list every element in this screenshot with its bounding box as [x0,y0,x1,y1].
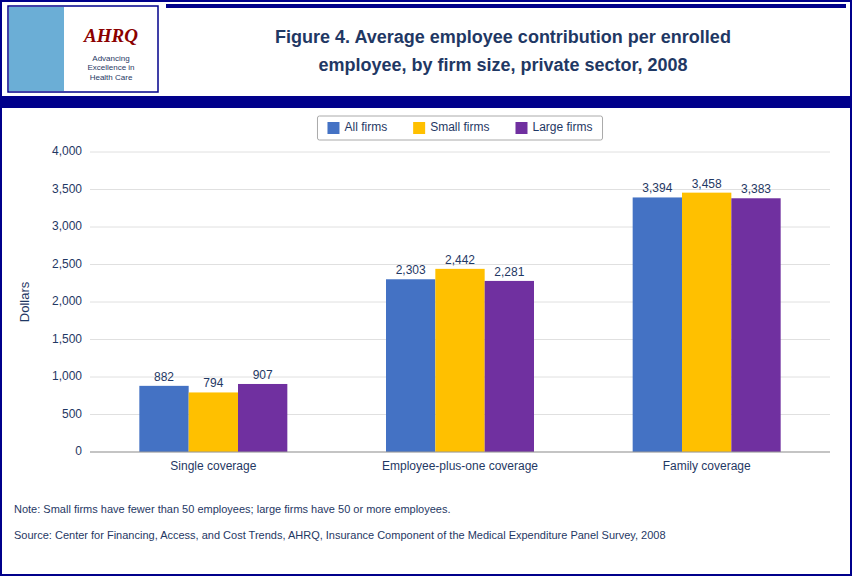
grid-line [90,452,830,453]
y-tick-label: 2,000 [52,294,82,308]
y-tick-label: 1,000 [52,369,82,383]
logo-box [8,6,158,92]
y-tick-label: 3,000 [52,219,82,233]
x-tick-label: Employee-plus-one coverage [382,459,538,473]
note: Source: Center for Financing, Access, an… [14,529,666,541]
bar [682,193,731,452]
data-label: 3,383 [741,182,771,196]
data-label: 2,442 [445,253,475,267]
chart-canvas: AHRQ AdvancingExcellence inHealth Care Fig… [0,0,852,576]
bars [139,193,780,452]
title: Figure 4. Average employee contribution … [275,27,731,75]
logo-text: AHRQ [83,25,138,46]
legend-swatch [413,122,425,134]
legend-label: All firms [344,120,387,134]
bar [731,198,780,452]
y-tick-label: 2,500 [52,257,82,271]
y-tick-label: 500 [62,407,82,421]
data-label: 794 [203,376,223,390]
legend-label: Large firms [532,120,592,134]
bar [633,197,682,452]
y-tick-label: 0 [75,444,82,458]
data-label: 882 [154,370,174,384]
logo-tagline: AdvancingExcellence inHealth Care [87,54,134,82]
data-label: 2,281 [494,265,524,279]
bar [386,279,435,452]
x-axis-line [90,452,830,453]
bar [435,269,484,452]
outer-border [1,1,851,575]
bar [485,281,534,452]
bar [189,392,238,452]
data-label: 3,458 [692,177,722,191]
y-axis-label: Dollars [17,281,32,322]
text-line: Figure 4. Average employee contribution … [275,27,731,47]
bar [238,384,287,452]
legend-frame [317,116,602,140]
logo-emblem [9,7,64,91]
header-rule [166,4,846,8]
background [0,0,852,576]
text-line: Health Care [90,73,133,82]
x-tick-label: Family coverage [663,459,751,473]
text-line: employee, by firm size, private sector, … [318,55,687,75]
bar [139,386,188,452]
data-label: 3,394 [642,181,672,195]
y-tick-label: 4,000 [52,144,82,158]
grid-line [90,152,830,153]
legend-swatch [515,122,527,134]
legend-swatch [327,122,339,134]
data-label: 907 [253,368,273,382]
note: Note: Small firms have fewer than 50 emp… [14,503,451,515]
y-tick-label: 1,500 [52,332,82,346]
legend-label: Small firms [430,120,489,134]
header-separator [0,96,852,108]
text-line: Advancing [92,54,129,63]
y-tick-label: 3,500 [52,182,82,196]
text-line: Excellence in [87,63,134,72]
x-tick-label: Single coverage [170,459,256,473]
legend: All firms Small firms Large firms [317,116,602,140]
data-label: 2,303 [396,263,426,277]
